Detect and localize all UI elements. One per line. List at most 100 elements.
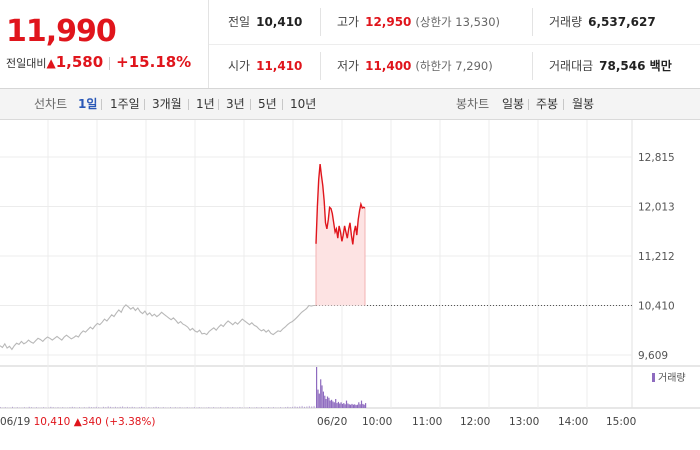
volume-bar <box>148 407 150 408</box>
volume-bar <box>12 406 13 408</box>
volume-bar <box>0 407 1 408</box>
volume-bar <box>143 407 145 408</box>
volume-bar <box>313 405 315 408</box>
tab-daily-candle[interactable]: 일봉 <box>502 97 525 111</box>
volume-bar <box>332 401 334 408</box>
volume-legend-swatch <box>652 373 655 382</box>
volume-bar <box>93 407 95 408</box>
volume-bar <box>117 407 119 408</box>
divider <box>101 99 102 110</box>
previous-day-line <box>0 304 316 351</box>
stat-volume: 거래량 6,537,627 <box>549 15 656 29</box>
volume-bar <box>71 406 73 408</box>
volume-bar <box>98 407 100 408</box>
volume-bar <box>105 407 107 408</box>
tab-3month[interactable]: 3개월 <box>152 97 182 111</box>
price-tick-label: 12,013 <box>638 202 675 214</box>
quote-stats: 전일 10,410 고가 12,950 (상한가 13,530) 거래량 6,537,6… <box>209 0 700 88</box>
volume-bar <box>331 399 333 408</box>
tab-1year[interactable]: 1년 <box>196 97 215 111</box>
volume-bar <box>355 405 357 408</box>
volume-bar <box>292 406 294 408</box>
summary-part: 340 <box>82 416 105 428</box>
volume-bar <box>57 407 59 408</box>
volume-bar <box>363 404 365 408</box>
volume-bar <box>126 406 128 408</box>
volume-bar <box>213 407 215 408</box>
volume-bar <box>28 406 30 408</box>
volume-bar <box>326 396 329 408</box>
volume-bar <box>324 395 326 408</box>
volume-bar <box>318 393 320 408</box>
divider <box>528 99 529 110</box>
volume-bar <box>138 407 140 408</box>
stats-row: 전일 10,410 고가 12,950 (상한가 13,530) 거래량 6,537,6… <box>209 0 700 45</box>
divider <box>532 8 533 36</box>
volume-bar <box>232 407 234 408</box>
volume-bar <box>343 403 345 408</box>
tab-monthly-candle[interactable]: 월봉 <box>572 97 595 111</box>
volume-bar <box>124 407 126 408</box>
volume-bar <box>260 407 262 408</box>
volume-bar <box>141 406 143 408</box>
change-percent: +15.18% <box>116 53 192 71</box>
price-tick-label: 9,609 <box>638 350 668 362</box>
summary-part: (+3.38%) <box>105 416 155 428</box>
divider <box>282 99 283 110</box>
volume-bar <box>335 399 337 408</box>
stat-low: 저가 11,400 (하한가 7,290) <box>337 59 493 73</box>
volume-bar <box>287 406 289 408</box>
volume-bar <box>43 407 45 408</box>
volume-bar <box>301 405 303 408</box>
volume-bar <box>339 403 341 408</box>
volume-bar <box>341 403 344 408</box>
stat-open: 시가 11,410 <box>228 59 303 73</box>
stat-prev-close: 전일 10,410 <box>228 15 303 29</box>
tab-weekly-candle[interactable]: 주봉 <box>536 97 559 111</box>
volume-bar <box>227 407 229 408</box>
volume-bar <box>122 406 124 408</box>
stock-price-chart[interactable]: 12,815 12,013 11,212 10,410 9,609 거래량 06/20 10:… <box>0 120 700 450</box>
stat-amount: 거래대금 78,546 백만 <box>549 59 672 73</box>
volume-bar <box>299 406 301 408</box>
previous-day-summary: 06/19 10,410 ▲340 (+3.38%) <box>0 416 156 428</box>
volume-bar <box>268 407 270 408</box>
tab-1day[interactable]: 1일 <box>78 97 98 111</box>
volume-bar <box>308 405 310 408</box>
line-chart-label: 선차트 <box>34 97 68 111</box>
volume-bar <box>155 406 157 408</box>
volume-bar <box>79 407 80 408</box>
volume-bar <box>320 379 322 408</box>
volume-bar <box>321 385 323 408</box>
summary-part: ▲ <box>74 416 83 428</box>
volume-bar <box>272 407 274 408</box>
divider <box>532 52 533 80</box>
tab-1week[interactable]: 1주일 <box>110 97 140 111</box>
today-price-line <box>315 164 366 245</box>
volume-bar <box>360 400 363 408</box>
volume-bar <box>62 407 64 408</box>
volume-bar <box>95 406 97 408</box>
time-tick-label: 13:00 <box>509 416 539 428</box>
change-label: 전일대비 <box>6 57 47 70</box>
volume-bar <box>311 406 313 408</box>
volume-bar <box>317 389 319 408</box>
divider <box>563 99 564 110</box>
tab-10year[interactable]: 10년 <box>290 97 317 111</box>
divider <box>109 57 111 70</box>
price-summary: 11,990 전일대비▲1,580 +15.18% <box>0 0 209 88</box>
volume-bar <box>328 397 330 409</box>
volume-bar <box>289 407 291 408</box>
volume-bar <box>325 399 327 408</box>
volume-bar <box>294 406 296 408</box>
volume-bar <box>162 407 164 408</box>
volume-bar <box>174 407 176 408</box>
price-tick-label: 10,410 <box>638 301 675 313</box>
tab-5year[interactable]: 5년 <box>258 97 277 111</box>
volume-bar <box>91 407 92 408</box>
volume-bar <box>336 403 338 408</box>
volume-legend-label: 거래량 <box>658 372 686 384</box>
tab-3year[interactable]: 3년 <box>226 97 245 111</box>
volume-bar <box>102 406 104 408</box>
divider <box>188 99 189 110</box>
